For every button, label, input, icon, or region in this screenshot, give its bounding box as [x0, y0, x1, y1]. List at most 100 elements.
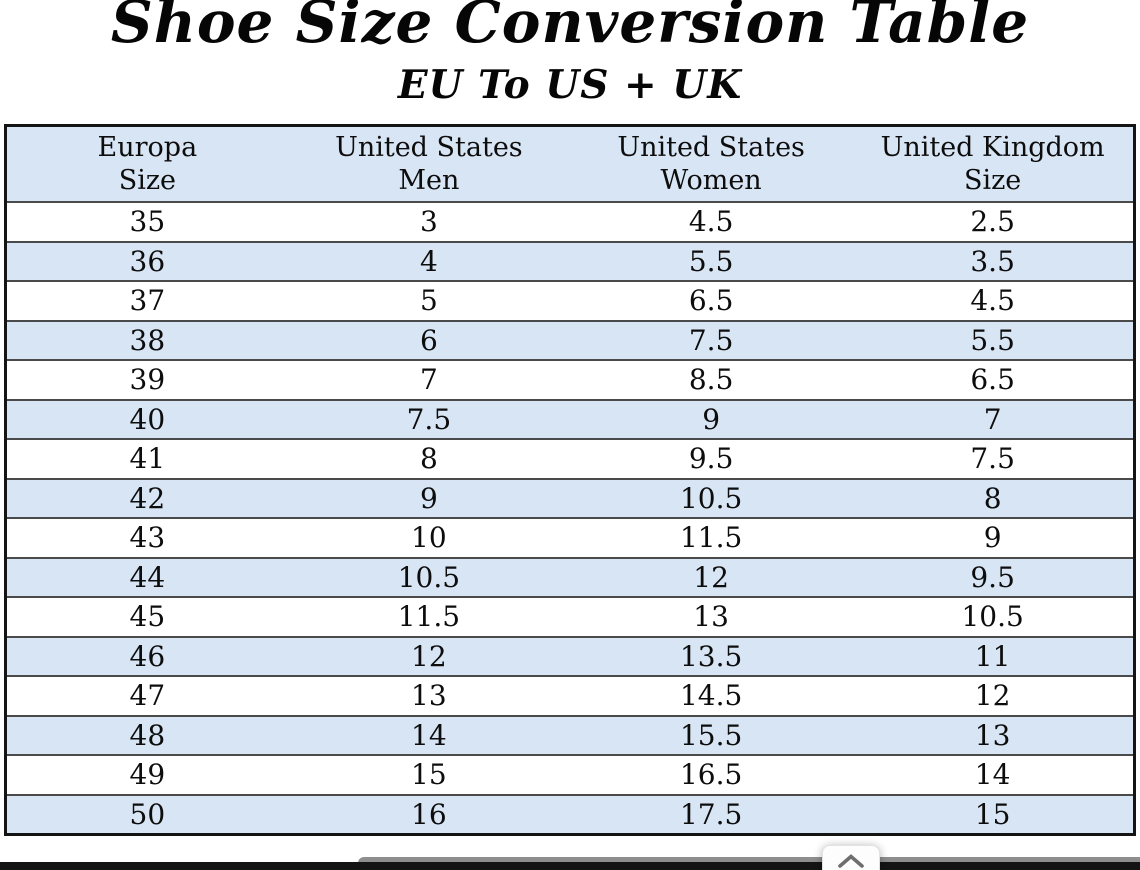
- table-cell: 11: [852, 635, 1135, 676]
- table-row: 38 6 7.5 5.5: [5, 319, 1135, 360]
- table-row: 39 7 8.5 6.5: [5, 359, 1135, 400]
- header-line: Women: [660, 165, 762, 196]
- header-line: United Kingdom: [880, 132, 1105, 163]
- table-cell: 15.5: [570, 714, 853, 755]
- table-cell: 7.5: [287, 398, 570, 439]
- header-line: Size: [118, 165, 177, 196]
- table-cell: 13: [852, 714, 1135, 755]
- table-cell: 3: [287, 201, 570, 242]
- table-cell: 7: [287, 359, 570, 400]
- table-cell: 10.5: [852, 596, 1135, 637]
- table-cell: 8: [287, 438, 570, 479]
- table-cell: 45: [5, 596, 288, 637]
- table-cell: 13.5: [570, 635, 853, 676]
- table-cell: 43: [5, 517, 288, 558]
- header-line: Size: [963, 165, 1022, 196]
- table-cell: 2.5: [852, 201, 1135, 242]
- table-cell: 6: [287, 319, 570, 360]
- table-cell: 35: [5, 201, 288, 242]
- table-cell: 44: [5, 556, 288, 597]
- table-cell: 36: [5, 240, 288, 281]
- table-row: 45 11.5 13 10.5: [5, 596, 1135, 637]
- table-cell: 6.5: [570, 280, 853, 321]
- table-row: 49 15 16.5 14: [5, 754, 1135, 795]
- table-cell: 13: [287, 675, 570, 716]
- table-cell: 16.5: [570, 754, 853, 795]
- table-cell: 8.5: [570, 359, 853, 400]
- table-cell: 10: [287, 517, 570, 558]
- table-row: 37 5 6.5 4.5: [5, 280, 1135, 321]
- table-row: 43 10 11.5 9: [5, 517, 1135, 558]
- header-line: United States: [617, 132, 805, 163]
- table-cell: 13: [570, 596, 853, 637]
- table-body: 35 3 4.5 2.5 36 4 5.5 3.5 37 5 6.5 4.5 38 6 7.5 5.5 39 7 8…: [5, 201, 1135, 834]
- table-cell: 4.5: [852, 280, 1135, 321]
- page-title: Shoe Size Conversion Table: [110, 0, 1030, 56]
- header-line: Men: [398, 165, 460, 196]
- table-cell: 42: [5, 477, 288, 518]
- conversion-table: Europa Size United States Men United Sta…: [4, 124, 1136, 836]
- table-cell: 5.5: [852, 319, 1135, 360]
- table-cell: 15: [287, 754, 570, 795]
- table-cell: 10.5: [287, 556, 570, 597]
- header-line: United States: [335, 132, 523, 163]
- table-cell: 9.5: [570, 438, 853, 479]
- table-cell: 11.5: [570, 517, 853, 558]
- header-cell-us-women: United States Women: [570, 125, 853, 202]
- table-cell: 11.5: [287, 596, 570, 637]
- table-cell: 3.5: [852, 240, 1135, 281]
- table-cell: 12: [852, 675, 1135, 716]
- table-row: 44 10.5 12 9.5: [5, 556, 1135, 597]
- table-cell: 50: [5, 793, 288, 834]
- table-cell: 38: [5, 319, 288, 360]
- chevron-up-icon: [838, 854, 864, 868]
- table-cell: 17.5: [570, 793, 853, 834]
- scroll-to-top-button[interactable]: [822, 845, 880, 870]
- table-row: 47 13 14.5 12: [5, 675, 1135, 716]
- table-cell: 10.5: [570, 477, 853, 518]
- table-header-row: Europa Size United States Men United Sta…: [5, 125, 1135, 202]
- table-cell: 8: [852, 477, 1135, 518]
- header-cell-europa-size: Europa Size: [5, 125, 288, 202]
- table-cell: 9: [287, 477, 570, 518]
- table-cell: 14: [287, 714, 570, 755]
- table-cell: 9: [570, 398, 853, 439]
- table-cell: 7.5: [570, 319, 853, 360]
- table-cell: 14.5: [570, 675, 853, 716]
- table-row: 50 16 17.5 15: [5, 793, 1135, 834]
- header-cell-us-men: United States Men: [287, 125, 570, 202]
- table-cell: 14: [852, 754, 1135, 795]
- table-cell: 7: [852, 398, 1135, 439]
- table-cell: 4.5: [570, 201, 853, 242]
- table-cell: 48: [5, 714, 288, 755]
- table-cell: 4: [287, 240, 570, 281]
- table-row: 42 9 10.5 8: [5, 477, 1135, 518]
- table-cell: 37: [5, 280, 288, 321]
- table-cell: 5: [287, 280, 570, 321]
- table-cell: 16: [287, 793, 570, 834]
- table-row: 48 14 15.5 13: [5, 714, 1135, 755]
- table-cell: 6.5: [852, 359, 1135, 400]
- table-cell: 9.5: [852, 556, 1135, 597]
- table-cell: 15: [852, 793, 1135, 834]
- header-line: Europa: [97, 132, 198, 163]
- table-cell: 40: [5, 398, 288, 439]
- bottom-banner-edge: [0, 862, 1140, 870]
- table-cell: 41: [5, 438, 288, 479]
- table-cell: 7.5: [852, 438, 1135, 479]
- table-cell: 12: [287, 635, 570, 676]
- page-subtitle: EU To US + UK: [397, 62, 743, 108]
- table-row: 36 4 5.5 3.5: [5, 240, 1135, 281]
- table-row: 46 12 13.5 11: [5, 635, 1135, 676]
- table-row: 41 8 9.5 7.5: [5, 438, 1135, 479]
- table-cell: 49: [5, 754, 288, 795]
- table-header: Europa Size United States Men United Sta…: [5, 125, 1135, 202]
- table-cell: 46: [5, 635, 288, 676]
- table-cell: 39: [5, 359, 288, 400]
- header-cell-uk-size: United Kingdom Size: [852, 125, 1135, 202]
- table-row: 40 7.5 9 7: [5, 398, 1135, 439]
- table-cell: 47: [5, 675, 288, 716]
- table-cell: 9: [852, 517, 1135, 558]
- table-row: 35 3 4.5 2.5: [5, 201, 1135, 242]
